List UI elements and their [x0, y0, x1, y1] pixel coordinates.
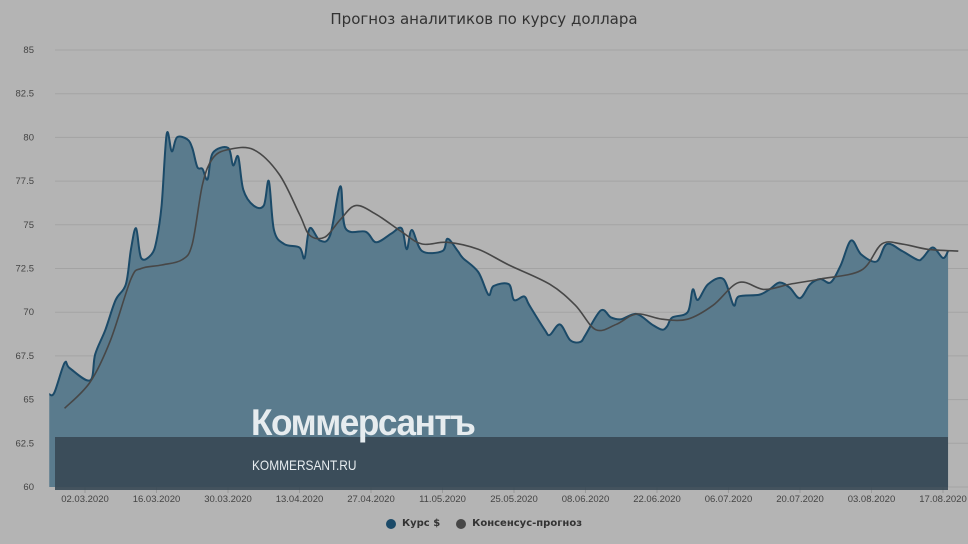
kommersant-site: KOMMERSANT.RU [252, 457, 357, 473]
legend-label-consensus: Консенсус-прогноз [472, 518, 583, 529]
y-tick-label: 80 [23, 132, 34, 143]
y-tick-label: 67.5 [16, 351, 35, 362]
y-tick-label: 62.5 [16, 438, 35, 449]
y-tick-label: 65 [23, 395, 34, 406]
legend-marker-kurs [385, 518, 396, 529]
x-tick-label: 27.04.2020 [347, 494, 395, 505]
x-tick-label: 02.03.2020 [61, 494, 109, 505]
legend-label-kurs: Курс $ [401, 518, 441, 529]
kommersant-logo: Коммерсантъ [251, 402, 476, 443]
x-tick-label: 30.03.2020 [204, 494, 252, 505]
x-tick-label: 17.08.2020 [919, 494, 967, 505]
y-tick-label: 60 [23, 482, 34, 493]
chart-title: Прогноз аналитиков по курсу доллара [330, 10, 638, 28]
y-tick-label: 72.5 [16, 264, 35, 275]
y-tick-label: 70 [23, 307, 34, 318]
x-tick-label: 03.08.2020 [848, 494, 896, 505]
legend-item-consensus[interactable]: Консенсус-прогноз [456, 518, 582, 529]
watermark-band [55, 437, 948, 490]
x-tick-label: 13.04.2020 [276, 494, 324, 505]
x-tick-label: 20.07.2020 [776, 494, 824, 505]
x-tick-label: 11.05.2020 [419, 494, 466, 505]
y-tick-label: 82.5 [16, 89, 35, 100]
x-tick-label: 22.06.2020 [633, 494, 681, 505]
series-area-kurs [49, 131, 949, 487]
legend-marker-consensus [456, 518, 467, 529]
x-tick-label: 16.03.2020 [133, 494, 181, 505]
x-tick-label: 25.05.2020 [490, 494, 538, 505]
legend: Курс $ Консенсус-прогноз [0, 518, 968, 529]
x-tick-label: 08.06.2020 [562, 494, 610, 505]
y-tick-label: 77.5 [16, 176, 35, 187]
y-tick-label: 75 [23, 220, 34, 231]
series-line-consensus [63, 146, 959, 409]
y-tick-label: 85 [23, 45, 34, 56]
x-tick-label: 06.07.2020 [705, 494, 753, 505]
legend-item-kurs[interactable]: Курс $ [385, 518, 441, 529]
